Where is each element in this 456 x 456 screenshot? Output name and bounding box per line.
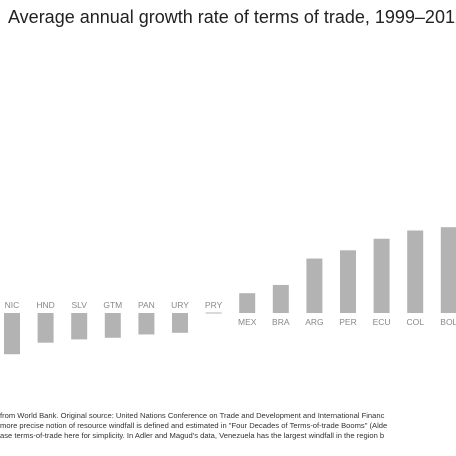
bar-bra <box>272 284 289 313</box>
tick-label-per: PER <box>339 317 356 327</box>
bar-arg <box>306 258 323 313</box>
chart-title: Average annual growth rate of terms of t… <box>8 7 456 27</box>
bar-gtm <box>104 313 121 338</box>
tick-label-bra: BRA <box>272 317 290 327</box>
bar-nic <box>4 313 20 355</box>
bar-ury <box>172 313 188 333</box>
tick-label-col: COL <box>406 317 424 327</box>
footnote-line-1: from World Bank. Original source: United… <box>0 411 385 420</box>
tick-label-ury: URY <box>171 300 189 310</box>
bar-col <box>407 230 424 313</box>
bar-chart: NIC HND SLV GTM PAN URY PRY MEX BRA ARG PER ECU COL B… <box>4 227 456 355</box>
tick-label-gtm: GTM <box>103 300 122 310</box>
tick-label-bol: BOL <box>440 317 456 327</box>
bar-ecu <box>373 238 390 313</box>
tick-label-mex: MEX <box>238 317 257 327</box>
tick-label-nic: NIC <box>5 300 20 310</box>
bar-bol <box>440 227 456 313</box>
bar-per <box>340 250 356 313</box>
bar-slv <box>71 313 88 340</box>
bar-mex <box>239 293 256 313</box>
tick-label-pry: PRY <box>205 300 223 310</box>
tick-label-pan: PAN <box>138 300 155 310</box>
bar-hnd <box>37 313 54 343</box>
footnote-line-3: ase terms-of-trade here for simplicity. … <box>0 431 385 440</box>
bar-pan <box>138 313 155 335</box>
tick-label-ecu: ECU <box>373 317 391 327</box>
tick-label-hnd: HND <box>36 300 54 310</box>
tick-label-arg: ARG <box>305 317 323 327</box>
footnote-line-2: more precise notion of resource windfall… <box>0 421 388 430</box>
tick-label-slv: SLV <box>71 300 87 310</box>
